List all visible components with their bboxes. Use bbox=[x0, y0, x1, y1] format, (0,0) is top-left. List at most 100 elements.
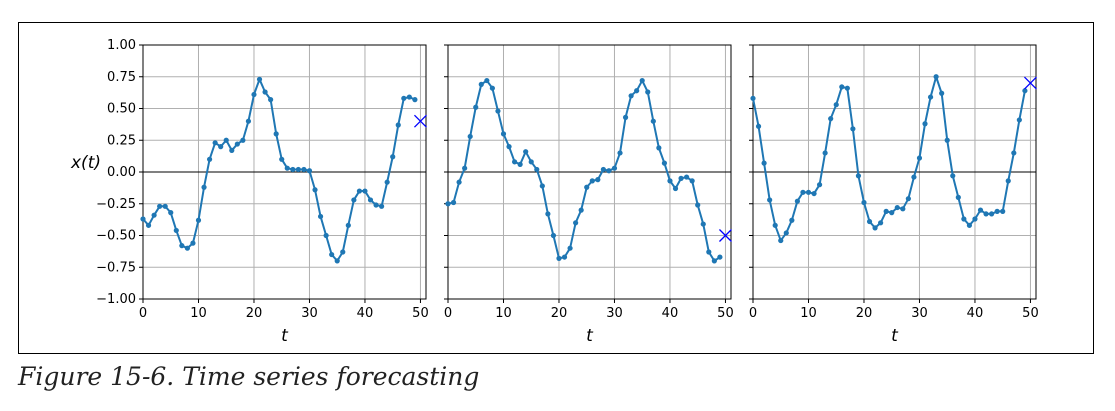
series-point bbox=[767, 197, 773, 203]
series-point bbox=[833, 102, 839, 108]
series-line bbox=[447, 79, 721, 262]
series-point bbox=[550, 232, 557, 239]
series-point bbox=[1011, 150, 1017, 156]
series-point bbox=[528, 159, 534, 165]
series-point bbox=[828, 116, 834, 122]
x-tick-label: 50 bbox=[412, 306, 429, 321]
series-point bbox=[1000, 208, 1006, 214]
series-point bbox=[794, 198, 800, 204]
series-point bbox=[966, 222, 973, 228]
series-point bbox=[140, 216, 146, 222]
series-point bbox=[944, 137, 950, 143]
series-point bbox=[573, 220, 579, 226]
series-point bbox=[950, 173, 956, 179]
series-point bbox=[523, 149, 529, 155]
series-point bbox=[445, 201, 451, 207]
series-point bbox=[256, 76, 263, 82]
series-point bbox=[1005, 178, 1011, 184]
series-point bbox=[872, 225, 878, 231]
series-point bbox=[456, 179, 462, 185]
series-point bbox=[367, 197, 374, 203]
series-point bbox=[689, 178, 695, 184]
series-point bbox=[511, 159, 518, 165]
series-point bbox=[889, 210, 895, 216]
series-point bbox=[245, 118, 252, 124]
series-point bbox=[329, 251, 335, 258]
series-point bbox=[656, 145, 662, 151]
series-point bbox=[916, 155, 923, 161]
series-point bbox=[589, 178, 595, 184]
series-point bbox=[462, 165, 468, 171]
series-point bbox=[323, 232, 329, 239]
series-point bbox=[955, 194, 961, 200]
series-point bbox=[883, 208, 889, 214]
series-point bbox=[606, 168, 612, 174]
series-point bbox=[695, 202, 701, 208]
series-point bbox=[855, 173, 862, 179]
series-point bbox=[645, 89, 651, 95]
target-marker-stroke-b bbox=[413, 114, 427, 128]
series-point bbox=[356, 188, 363, 194]
series-point bbox=[473, 104, 479, 110]
series-point bbox=[406, 94, 412, 100]
series-point bbox=[761, 160, 767, 166]
series-point bbox=[234, 141, 240, 147]
x-tick-label: 10 bbox=[495, 306, 512, 321]
y-tick-label: −0.25 bbox=[96, 197, 136, 212]
y-axis-label: x(t) bbox=[70, 153, 101, 173]
series-point bbox=[345, 222, 351, 228]
x-axis-label: t bbox=[281, 326, 289, 346]
x-tick-label: 10 bbox=[190, 306, 207, 321]
series-point bbox=[933, 74, 939, 80]
series-point bbox=[279, 156, 285, 162]
series-point bbox=[190, 240, 196, 246]
series-point bbox=[800, 189, 806, 195]
series-point bbox=[195, 217, 202, 223]
x-tick-label: 10 bbox=[800, 306, 817, 321]
series-point bbox=[700, 221, 706, 227]
x-tick-label: 30 bbox=[301, 306, 318, 321]
series-point bbox=[306, 168, 313, 174]
series-point bbox=[545, 211, 551, 217]
series-point bbox=[661, 160, 668, 166]
series-point bbox=[684, 174, 690, 180]
series-point bbox=[922, 121, 928, 127]
series-point bbox=[628, 93, 634, 99]
series-point bbox=[312, 187, 318, 193]
series-point bbox=[223, 137, 229, 143]
series-point bbox=[351, 197, 357, 203]
series-point bbox=[517, 161, 523, 167]
series-point bbox=[262, 89, 268, 95]
series-point bbox=[878, 220, 884, 226]
y-tick-label: 0.25 bbox=[107, 133, 136, 148]
x-axis-label: t bbox=[891, 326, 899, 346]
series-point bbox=[401, 95, 407, 101]
series-point bbox=[994, 208, 1000, 214]
series-point bbox=[939, 90, 945, 96]
series-point bbox=[506, 144, 512, 150]
x-tick-label: 30 bbox=[911, 306, 928, 321]
series-point bbox=[179, 243, 185, 249]
series-point bbox=[844, 85, 850, 91]
series-point bbox=[212, 140, 218, 146]
figure-caption: Figure 15-6. Time series forecasting bbox=[18, 362, 480, 391]
series-point bbox=[750, 95, 756, 101]
series-point bbox=[495, 108, 501, 114]
series-point bbox=[650, 118, 656, 124]
series-point bbox=[839, 84, 845, 90]
series-point bbox=[977, 207, 984, 213]
series-point bbox=[778, 237, 784, 244]
series-point bbox=[600, 166, 606, 173]
series-point bbox=[622, 114, 629, 120]
series-point bbox=[290, 166, 296, 173]
series-point bbox=[556, 255, 562, 261]
chart-area: 0 10 20 30 40 50 −1.00 −0.75 −0.50 −0.25 0.00 0.25 0… bbox=[70, 38, 1039, 346]
series-point bbox=[379, 203, 385, 209]
series-point bbox=[755, 123, 762, 129]
y-tick-label: −0.75 bbox=[96, 260, 136, 275]
series-point bbox=[561, 254, 568, 260]
x-tick-label: 0 bbox=[749, 306, 757, 321]
y-tick-label: 0.75 bbox=[107, 70, 136, 85]
series-point bbox=[584, 184, 590, 190]
series-point bbox=[678, 175, 684, 181]
